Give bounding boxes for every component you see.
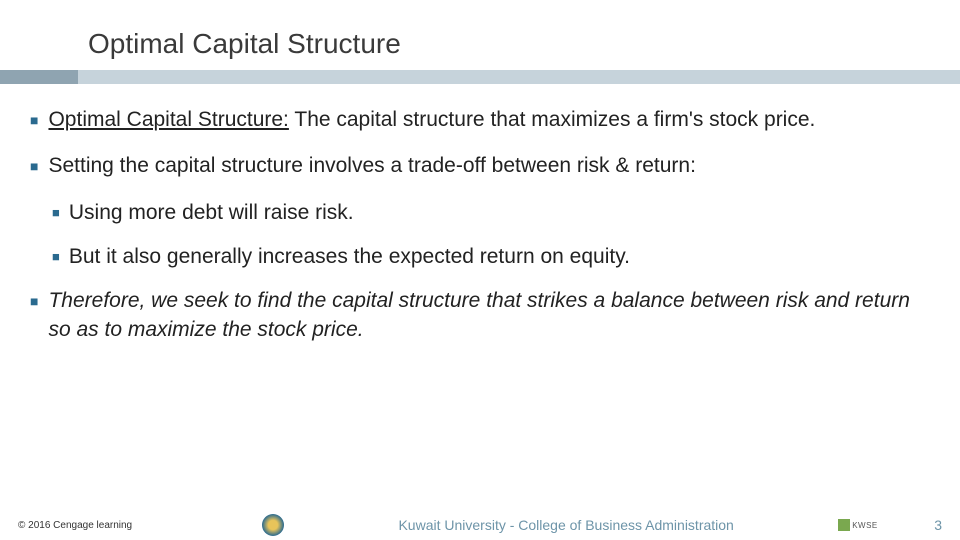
bullet-3: ■ Therefore, we seek to find the capital… [30, 287, 930, 344]
copyright-text: © 2016 Cengage learning [18, 520, 132, 531]
bullet-2a: ■ Using more debt will raise risk. [52, 199, 930, 227]
term: Optimal Capital Structure: [48, 108, 288, 131]
logo-square [838, 519, 850, 531]
bullet-text: Setting the capital structure involves a… [48, 152, 695, 180]
bullet-marker: ■ [30, 152, 38, 180]
footer-center-text: Kuwait University - College of Business … [294, 517, 838, 533]
bullet-marker: ■ [52, 243, 60, 271]
slide-title: Optimal Capital Structure [88, 28, 960, 60]
underline-light-seg [78, 70, 960, 84]
publisher-logo-icon: KWSE [838, 517, 884, 533]
content-area: ■ Optimal Capital Structure: The capital… [0, 84, 960, 344]
bullet-1: ■ Optimal Capital Structure: The capital… [30, 106, 930, 134]
title-area: Optimal Capital Structure [0, 0, 960, 60]
page-number: 3 [934, 517, 942, 533]
bullet-marker: ■ [30, 287, 38, 344]
bullet-marker: ■ [30, 106, 38, 134]
logo-text: KWSE [852, 521, 878, 530]
bullet-2: ■ Setting the capital structure involves… [30, 152, 930, 180]
bullet-2b: ■ But it also generally increases the ex… [52, 243, 930, 271]
bullet-text: Optimal Capital Structure: The capital s… [48, 106, 815, 134]
footer: © 2016 Cengage learning Kuwait Universit… [0, 510, 960, 540]
definition: The capital structure that maximizes a f… [289, 108, 815, 131]
bullet-text: But it also generally increases the expe… [69, 243, 630, 271]
underline-dark-seg [0, 70, 78, 84]
bullet-marker: ■ [52, 199, 60, 227]
university-crest-icon [262, 514, 284, 536]
title-underline [0, 70, 960, 84]
bullet-text-italic: Therefore, we seek to find the capital s… [48, 287, 930, 344]
bullet-text: Using more debt will raise risk. [69, 199, 354, 227]
